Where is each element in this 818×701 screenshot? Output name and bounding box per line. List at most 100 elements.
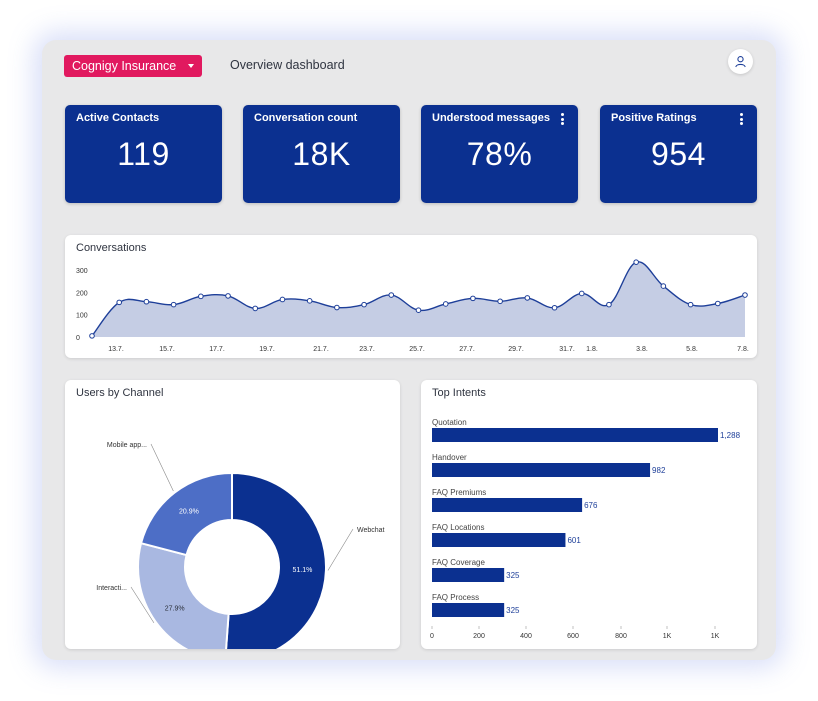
bar-value-label: 982 <box>652 466 666 475</box>
bar <box>432 568 505 582</box>
data-point <box>334 304 340 311</box>
top-intents-card: Top Intents Quotation 1,288 Handover 982 FAQ… <box>421 380 757 649</box>
users-by-channel-card: Users by Channel 51.1% Webchat 27.9% Intera… <box>65 380 400 662</box>
more-vertical-icon[interactable] <box>561 113 565 127</box>
donut-slice <box>137 541 230 662</box>
slice-category-label: Webchat <box>357 527 385 534</box>
x-tick-label: 400 <box>520 633 532 640</box>
x-tick-label: 1K <box>711 633 720 640</box>
kpi-card-conversation-count: Conversation count 18K <box>243 105 400 203</box>
data-point <box>660 283 667 289</box>
y-tick-label: 0 <box>76 335 80 342</box>
donut-slice <box>139 471 233 557</box>
data-point <box>524 295 531 301</box>
project-select-label: Cognigy Insurance <box>72 59 177 73</box>
slice-value-label: 20.9% <box>179 509 199 516</box>
data-point <box>714 300 721 307</box>
kpi-title: Conversation count <box>254 112 358 124</box>
bar-category-label: FAQ Process <box>432 593 479 602</box>
data-point <box>143 298 150 305</box>
x-tick-label: 29.7. <box>508 346 524 353</box>
x-tick-label: 200 <box>473 633 485 640</box>
data-point <box>198 293 204 300</box>
data-point <box>687 301 694 308</box>
bar <box>432 463 651 477</box>
page-title: Overview dashboard <box>230 58 345 72</box>
project-select[interactable]: Cognigy Insurance <box>64 55 202 77</box>
x-tick-label: 15.7. <box>159 346 175 353</box>
data-point <box>306 298 313 304</box>
x-tick-label: 19.7. <box>259 346 275 353</box>
conversations-card: Conversations 0 100 200 300 13.7. 15.7. 17.7. 1… <box>65 235 757 358</box>
bar-category-label: Handover <box>432 453 467 462</box>
x-tick-label: 21.7. <box>313 346 329 353</box>
bar-category-label: Quotation <box>432 418 467 427</box>
kpi-title: Positive Ratings <box>611 112 697 124</box>
conversations-chart-title: Conversations <box>76 242 147 254</box>
data-point <box>89 333 95 339</box>
y-tick-label: 300 <box>76 268 88 275</box>
bar-category-label: FAQ Locations <box>432 523 484 532</box>
bar-category-label: FAQ Coverage <box>432 558 485 567</box>
data-point <box>170 301 177 308</box>
leader-line <box>130 586 155 624</box>
data-point <box>388 292 395 298</box>
kpi-value: 119 <box>117 136 170 172</box>
users-by-channel-title: Users by Channel <box>76 387 164 399</box>
users-by-channel-chart: 51.1% Webchat 27.9% Interacti... 20.9% Mobile… <box>96 442 385 662</box>
data-point <box>497 298 503 305</box>
bar <box>432 428 718 442</box>
x-tick-label: 1.8. <box>586 346 598 353</box>
x-tick-label: 27.7. <box>459 346 475 353</box>
bar-value-label: 1,288 <box>720 431 741 440</box>
area-fill <box>92 261 745 337</box>
x-tick-label: 17.7. <box>209 346 225 353</box>
kpi-value: 78% <box>466 136 533 172</box>
x-tick-label: 31.7. <box>559 346 575 353</box>
bar-value-label: 325 <box>506 606 520 615</box>
x-tick-label: 13.7. <box>108 346 124 353</box>
data-point <box>279 296 286 303</box>
bar <box>432 498 583 512</box>
data-point <box>415 307 422 313</box>
bar-value-label: 676 <box>584 501 598 510</box>
data-point <box>442 301 449 307</box>
x-tick-label: 23.7. <box>359 346 375 353</box>
user-icon <box>735 56 746 68</box>
slice-value-label: 51.1% <box>293 567 313 574</box>
x-tick-label: 7.8. <box>737 346 749 353</box>
kpi-card-understood-messages: Understood messages 78% <box>421 105 578 203</box>
x-tick-label: 1K <box>663 633 672 640</box>
kpi-title: Active Contacts <box>76 112 160 124</box>
x-tick-label: 3.8. <box>636 346 648 353</box>
data-point <box>633 259 639 265</box>
slice-category-label: Interacti... <box>96 585 127 592</box>
bar-category-label: FAQ Premiums <box>432 488 486 497</box>
bar-value-label: 325 <box>506 571 520 580</box>
more-vertical-icon[interactable] <box>740 113 744 127</box>
top-intents-chart: Quotation 1,288 Handover 982 FAQ Premiums 676… <box>430 418 741 640</box>
kpi-card-active-contacts: Active Contacts 119 <box>65 105 222 203</box>
data-point <box>470 295 476 302</box>
top-intents-title: Top Intents <box>432 387 486 399</box>
conversations-chart: 0 100 200 300 13.7. 15.7. 17.7. 19.7. 21.7. 23.7.… <box>76 259 749 353</box>
x-tick-label: 0 <box>430 633 434 640</box>
data-point <box>742 292 748 298</box>
data-point <box>606 301 612 308</box>
data-point <box>252 305 259 312</box>
user-account-button[interactable] <box>728 49 753 74</box>
data-point <box>116 299 123 306</box>
bar <box>432 603 505 617</box>
data-point <box>551 304 558 311</box>
donut-slice <box>224 471 327 662</box>
slice-value-label: 27.9% <box>165 606 185 613</box>
slice-category-label: Mobile app... <box>107 442 147 449</box>
x-tick-label: 600 <box>567 633 579 640</box>
x-tick-label: 5.8. <box>686 346 698 353</box>
x-tick-label: 800 <box>615 633 627 640</box>
leader-line <box>150 443 174 492</box>
kpi-value: 18K <box>292 136 351 172</box>
y-tick-label: 200 <box>76 290 88 297</box>
y-tick-label: 100 <box>76 313 88 320</box>
bar <box>432 533 566 547</box>
